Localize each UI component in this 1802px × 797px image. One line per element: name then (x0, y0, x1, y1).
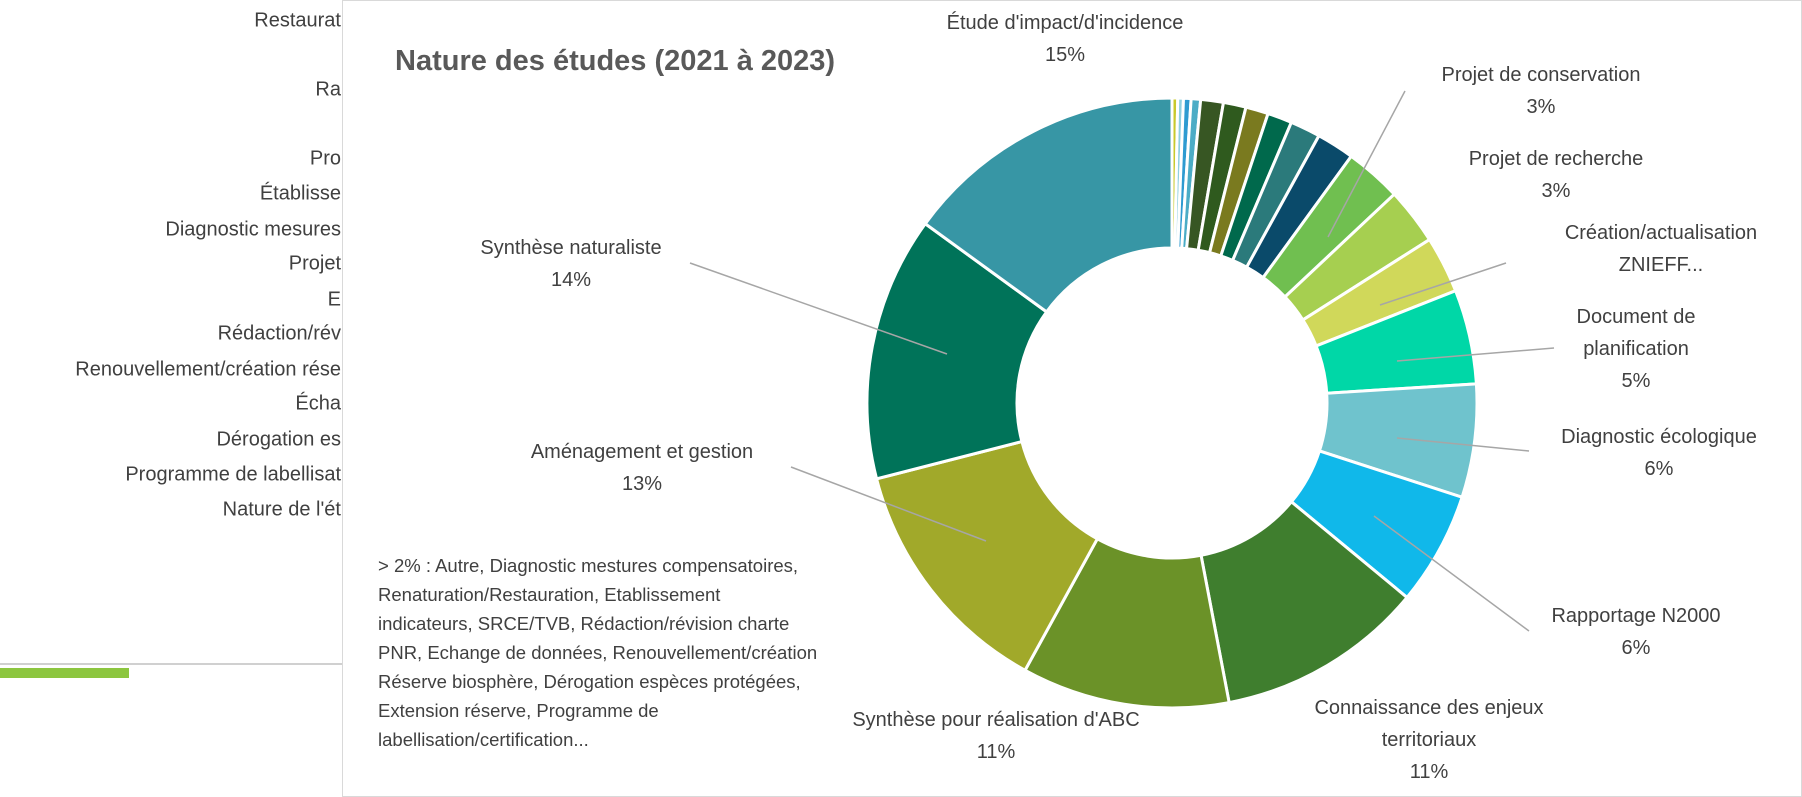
leader-line (1379, 262, 1507, 306)
data-label: Connaissance des enjeux territoriaux 11% (1279, 692, 1579, 788)
row-label: Renouvellement/création rése (75, 358, 341, 380)
chart-canvas (689, 90, 1555, 710)
row-label: Programme de labellisat (125, 463, 341, 485)
row-label: Nature de l'ét (223, 498, 342, 520)
chart-title: Nature des études (2021 à 2023) (395, 45, 836, 77)
data-label: Rapportage N2000 6% (1486, 600, 1786, 664)
data-label: Étude d'impact/d'incidence 15% (945, 7, 1185, 71)
category-label: Aménagement et gestion (530, 441, 754, 463)
data-label: Projet de recherche 3% (1406, 143, 1706, 207)
category-label: Création/actualisation ZNIEFF... (1564, 222, 1758, 276)
data-label: Document de planification 5% (1556, 301, 1716, 397)
chart: Nature des études (2021 à 2023) > 2% : A… (342, 0, 1802, 797)
donut-slice (874, 439, 1100, 673)
value-label: 15% (1044, 44, 1086, 66)
data-label: Création/actualisation ZNIEFF... (1526, 217, 1796, 281)
row-label: Dérogation es (216, 428, 341, 450)
value-label: 3% (1541, 180, 1571, 202)
chart-note: > 2% : Autre, Diagnostic mestures compen… (378, 555, 818, 750)
data-label: Synthèse naturaliste 14% (421, 232, 721, 296)
selection-bar (0, 668, 129, 678)
value-label: 11% (1409, 761, 1449, 783)
leader-line (1396, 437, 1530, 452)
category-label: Diagnostic écologique (1561, 426, 1757, 448)
row-label: Restaurat (254, 9, 341, 31)
category-label: Projet de recherche (1468, 148, 1644, 170)
category-label: Rapportage N2000 (1551, 605, 1721, 627)
value-label: 11% (976, 741, 1016, 763)
category-label: Étude d'impact/d'incidence (946, 12, 1184, 34)
value-label: 6% (1621, 637, 1651, 659)
data-label: Synthèse pour réalisation d'ABC 11% (846, 704, 1146, 768)
value-label: 6% (1644, 458, 1674, 480)
leader-line (1373, 515, 1530, 632)
value-label: 14% (550, 269, 592, 291)
row-label: Pro (310, 147, 341, 169)
value-label: 5% (1621, 370, 1651, 392)
data-label: Projet de conservation 3% (1391, 59, 1691, 123)
row-label: Écha (295, 391, 341, 414)
leader-line (689, 262, 948, 355)
donut-slice (923, 96, 1174, 314)
category-label: Synthèse naturaliste (480, 237, 662, 259)
value-label: 13% (621, 473, 663, 495)
row-label: Diagnostic mesures (165, 218, 341, 240)
leader-line (790, 466, 987, 542)
donut-slice (865, 221, 1049, 481)
data-label: Aménagement et gestion 13% (482, 436, 802, 500)
data-label: Diagnostic écologique 6% (1509, 421, 1802, 485)
row-label: E (328, 288, 341, 310)
category-label: Document de planification (1576, 306, 1696, 360)
row-label: Établisse (260, 181, 341, 204)
category-label: Synthèse pour réalisation d'ABC (852, 709, 1140, 731)
row-label: Rédaction/rév (218, 322, 341, 344)
leader-line (1327, 90, 1406, 238)
row-label: Projet (289, 252, 342, 274)
leader-line (1396, 347, 1555, 362)
category-label: Projet de conservation (1441, 64, 1641, 86)
category-label: Connaissance des enjeux territoriaux (1314, 697, 1544, 751)
row-label: Ra (315, 78, 341, 100)
value-label: 3% (1526, 96, 1556, 118)
